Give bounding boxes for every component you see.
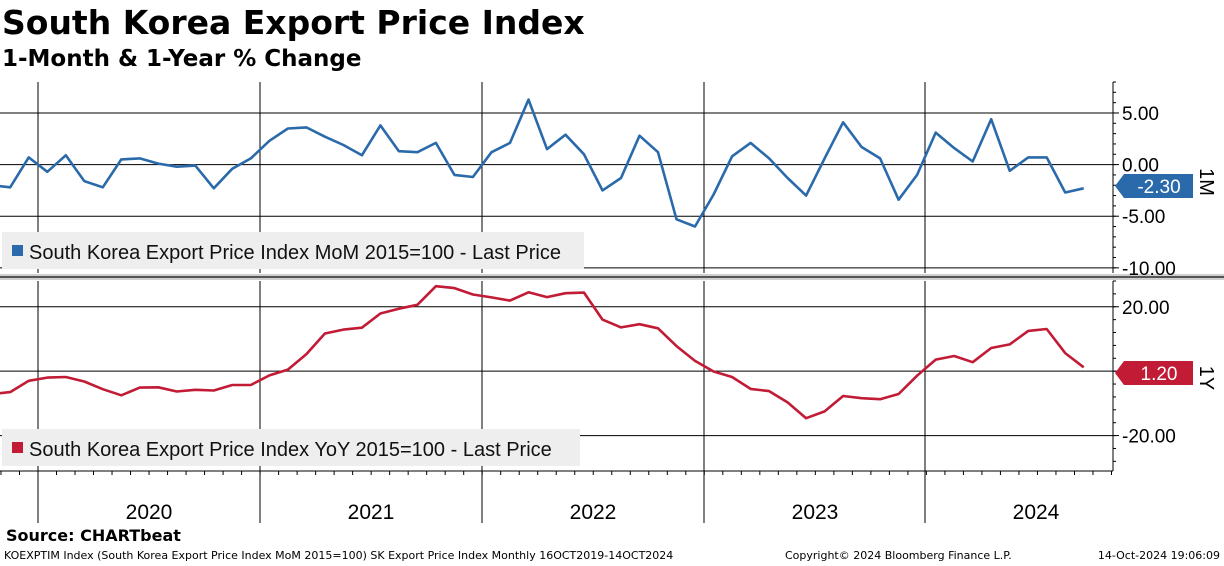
bottom-y-axis: 20.00 -20.00 bbox=[1113, 280, 1176, 462]
top-y-axis: 5.00 0.00 -5.00 -10.00 bbox=[1113, 81, 1176, 280]
x-year-label: 2022 bbox=[570, 501, 617, 524]
y-tick-label: 20.00 bbox=[1122, 298, 1170, 319]
yoy-last-value-tag bbox=[1115, 361, 1193, 385]
timestamp: 14-Oct-2024 19:06:09 bbox=[1097, 549, 1220, 562]
y-tick-label: -20.00 bbox=[1122, 427, 1176, 448]
bottom-panel-label: 1Y bbox=[1195, 366, 1217, 390]
mom-last-value-label: -2.30 bbox=[1137, 177, 1180, 198]
top-panel-label: 1M bbox=[1195, 168, 1217, 196]
chart-subtitle: 1-Month & 1-Year % Change bbox=[2, 46, 362, 72]
top-legend-box bbox=[2, 232, 584, 269]
mom-series-line bbox=[0, 98, 1084, 228]
y-tick-label: 5.00 bbox=[1122, 104, 1159, 125]
source-label: Source: CHARTbeat bbox=[6, 526, 181, 545]
chart-title: South Korea Export Price Index bbox=[2, 3, 585, 42]
mom-series-group bbox=[0, 98, 1084, 228]
top-panel-grid bbox=[0, 82, 1113, 273]
y-tick-label: -5.00 bbox=[1122, 207, 1165, 228]
top-legend-label: South Korea Export Price Index MoM 2015=… bbox=[29, 242, 561, 264]
copyright-text: Copyright© 2024 Bloomberg Finance L.P. bbox=[785, 549, 1012, 562]
bottom-panel-grid bbox=[0, 281, 1113, 523]
bottom-legend-label: South Korea Export Price Index YoY 2015=… bbox=[29, 439, 552, 461]
yoy-series-line bbox=[0, 284, 1085, 420]
x-year-label: 2021 bbox=[348, 501, 395, 524]
x-year-label: 2024 bbox=[1013, 501, 1060, 524]
mom-last-value-tag bbox=[1115, 174, 1193, 198]
bottom-legend-box bbox=[2, 429, 580, 466]
x-axis: 2020 2021 2022 2023 2024 bbox=[0, 471, 1112, 524]
y-tick-label: 0.00 bbox=[1122, 156, 1159, 177]
x-year-label: 2020 bbox=[126, 501, 173, 524]
y-tick-label: -10.00 bbox=[1122, 259, 1176, 280]
top-legend-swatch bbox=[12, 245, 23, 256]
ticker-description: KOEXPTIM Index (South Korea Export Price… bbox=[4, 549, 674, 562]
x-year-label: 2023 bbox=[792, 501, 839, 524]
yoy-last-value-label: 1.20 bbox=[1141, 364, 1178, 385]
yoy-series-group bbox=[0, 284, 1085, 420]
bottom-legend-swatch bbox=[12, 442, 23, 453]
